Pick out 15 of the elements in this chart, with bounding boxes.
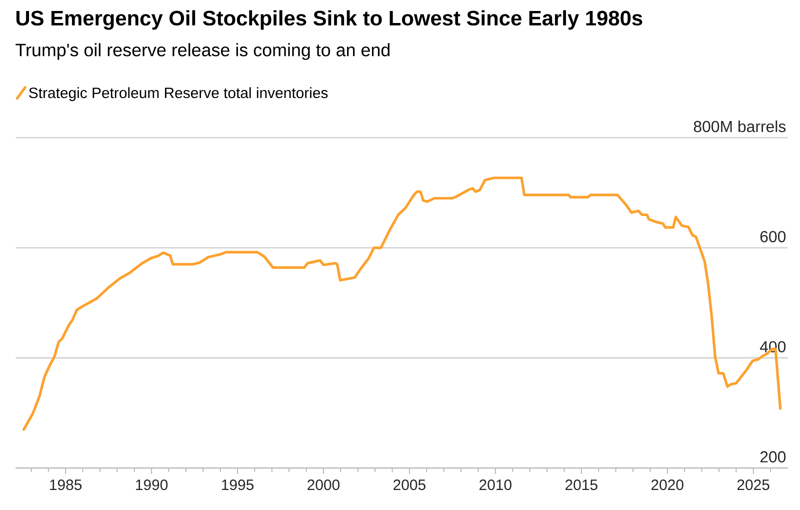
y-tick-label: 600 <box>760 230 786 242</box>
y-tick-label: 800M barrels <box>694 120 786 132</box>
x-tick-label: 2020 <box>651 480 684 490</box>
y-tick-label: 200 <box>760 451 786 462</box>
x-tick-label: 2025 <box>737 480 770 490</box>
x-tick-label: 1995 <box>222 480 254 490</box>
x-tick-label: 2005 <box>394 480 426 490</box>
chart-title: US Emergency Oil Stockpiles Sink to Lowest Since Early 1980s <box>16 10 642 30</box>
x-tick-label: 2015 <box>566 480 598 490</box>
chart-subtitle: Trump's oil reserve release is coming to an end <box>16 43 390 60</box>
x-tick-label: 1985 <box>50 480 82 490</box>
legend-label: Strategic Petroleum Reserve total inventories <box>29 87 328 102</box>
x-tick-label: 2000 <box>308 480 340 490</box>
x-tick-label: 2010 <box>480 480 512 490</box>
x-tick-label: 1990 <box>136 480 168 490</box>
